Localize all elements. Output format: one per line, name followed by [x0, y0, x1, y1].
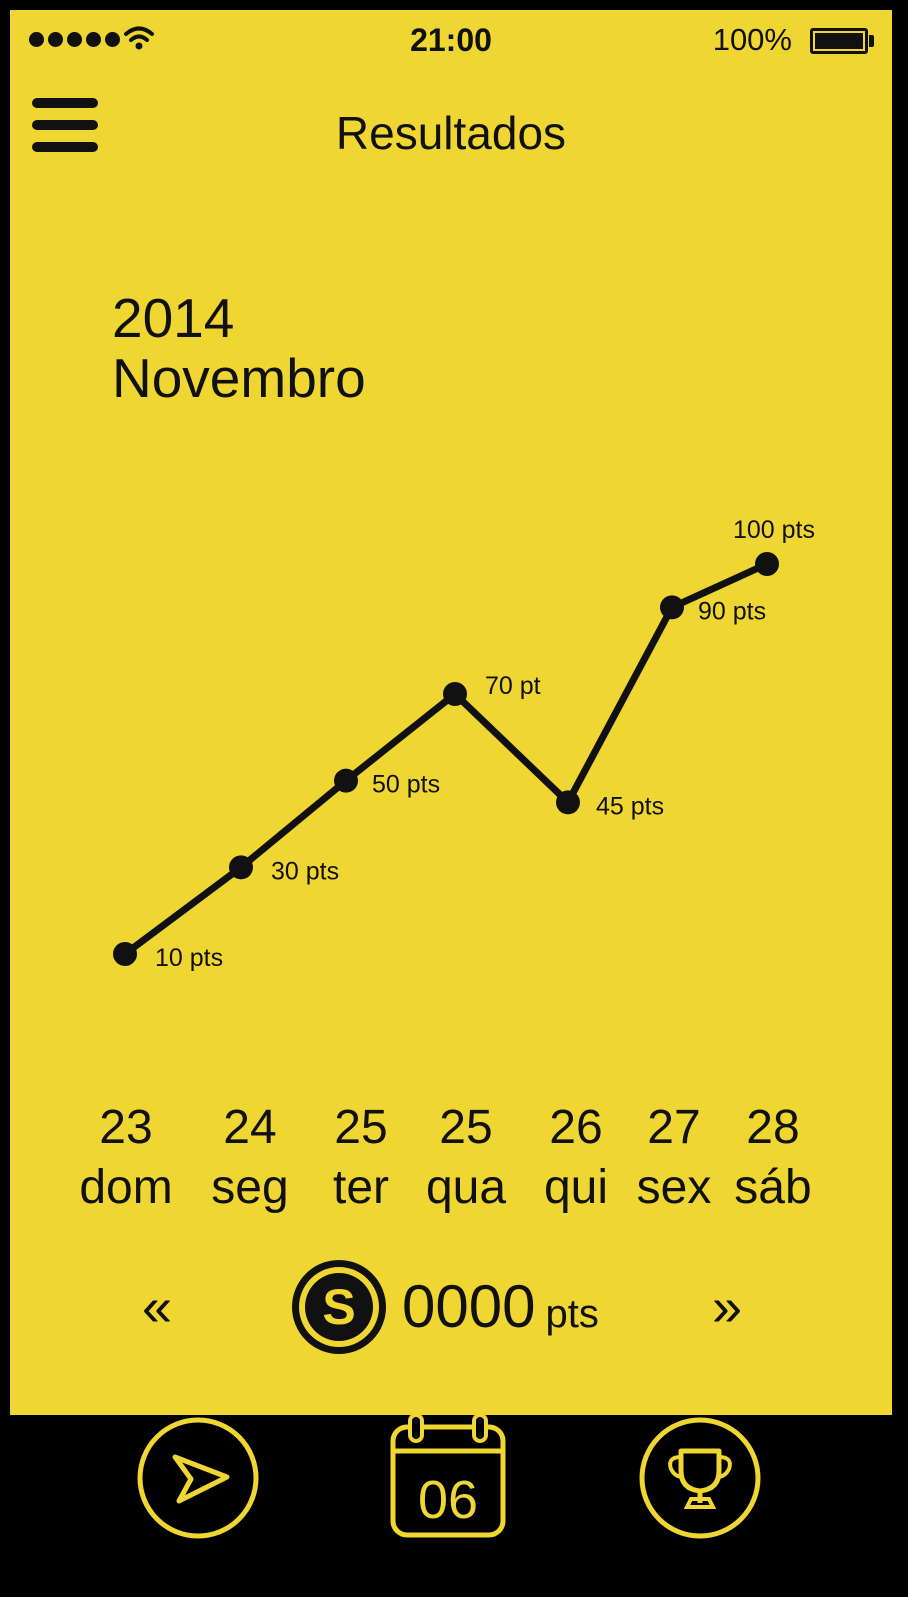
data-point[interactable] — [556, 790, 580, 815]
next-week-button[interactable]: » — [712, 1277, 743, 1337]
day-item[interactable]: 28 sáb — [718, 1098, 828, 1218]
day-item[interactable]: 27 sex — [619, 1098, 729, 1218]
year-label: 2014 — [112, 287, 235, 349]
day-number: 28 — [746, 1101, 800, 1154]
data-label: 30 pts — [271, 857, 339, 885]
day-number: 27 — [647, 1101, 701, 1154]
battery-tip — [869, 35, 874, 47]
period-heading: 2014 Novembro — [112, 288, 366, 408]
day-number: 24 — [223, 1101, 277, 1154]
day-item[interactable]: 24 seg — [195, 1098, 305, 1218]
points-unit: pts — [545, 1292, 599, 1336]
data-point[interactable] — [443, 682, 467, 706]
page-title: Resultados — [335, 107, 567, 159]
tab-bar: 06 — [0, 1413, 908, 1597]
day-number: 26 — [549, 1101, 603, 1154]
day-number: 25 — [334, 1101, 388, 1154]
day-item[interactable]: 23 dom — [71, 1098, 181, 1218]
day-axis: 23 dom 24 seg 25 ter 25 qua 26 qui 27 se… — [10, 1098, 892, 1228]
data-point[interactable] — [334, 768, 358, 793]
day-number: 25 — [439, 1101, 493, 1154]
calendar-icon[interactable]: 06 — [388, 1413, 508, 1541]
day-name: dom — [79, 1161, 173, 1214]
results-line-chart: 10 pts 30 pts 50 pts 70 pt 45 pts 90 pts 100 p… — [113, 516, 815, 972]
data-label: 100 pts — [733, 516, 815, 544]
coin-letter: S — [305, 1273, 373, 1341]
data-label: 50 pts — [372, 771, 440, 799]
status-time: 21:00 — [410, 22, 492, 58]
day-item[interactable]: 25 qua — [411, 1098, 521, 1218]
trophy-icon[interactable] — [637, 1415, 763, 1541]
day-name: seg — [211, 1161, 289, 1214]
points-value: 0000 — [402, 1273, 536, 1340]
day-name: qui — [543, 1161, 609, 1214]
day-item[interactable]: 25 ter — [306, 1098, 416, 1218]
day-name: sáb — [734, 1161, 812, 1214]
send-paper-plane-icon[interactable] — [135, 1415, 261, 1541]
data-point[interactable] — [113, 942, 137, 966]
month-label: Novembro — [112, 347, 366, 409]
data-label: 70 pt — [485, 672, 541, 700]
data-label: 10 pts — [155, 944, 223, 972]
status-bar: 21:00 100% — [10, 10, 892, 70]
previous-week-button[interactable]: « — [142, 1277, 173, 1337]
battery-percentage: 100% — [712, 22, 792, 57]
day-name: ter — [332, 1161, 389, 1214]
calendar-day: 06 — [418, 1470, 478, 1530]
score-bar: « S 0000 pts » — [10, 1250, 892, 1370]
battery-icon — [810, 28, 868, 54]
day-name: sex — [636, 1161, 712, 1214]
points-display: 0000 pts — [402, 1272, 599, 1341]
day-name: qua — [425, 1161, 507, 1214]
day-number: 23 — [99, 1101, 153, 1154]
data-point[interactable] — [660, 595, 684, 620]
data-point[interactable] — [229, 855, 253, 880]
coin-icon: S — [292, 1260, 386, 1354]
hamburger-menu-icon[interactable] — [32, 98, 102, 158]
data-point[interactable] — [755, 552, 779, 576]
signal-dots-icon — [29, 32, 120, 47]
day-item[interactable]: 26 qui — [521, 1098, 631, 1218]
data-label: 45 pts — [596, 792, 664, 820]
wifi-icon — [124, 26, 154, 50]
screen: 21:00 100% Resultados 2014 Novembro 10 p… — [10, 10, 892, 1415]
series-line — [122, 560, 769, 957]
data-label: 90 pts — [698, 597, 766, 625]
